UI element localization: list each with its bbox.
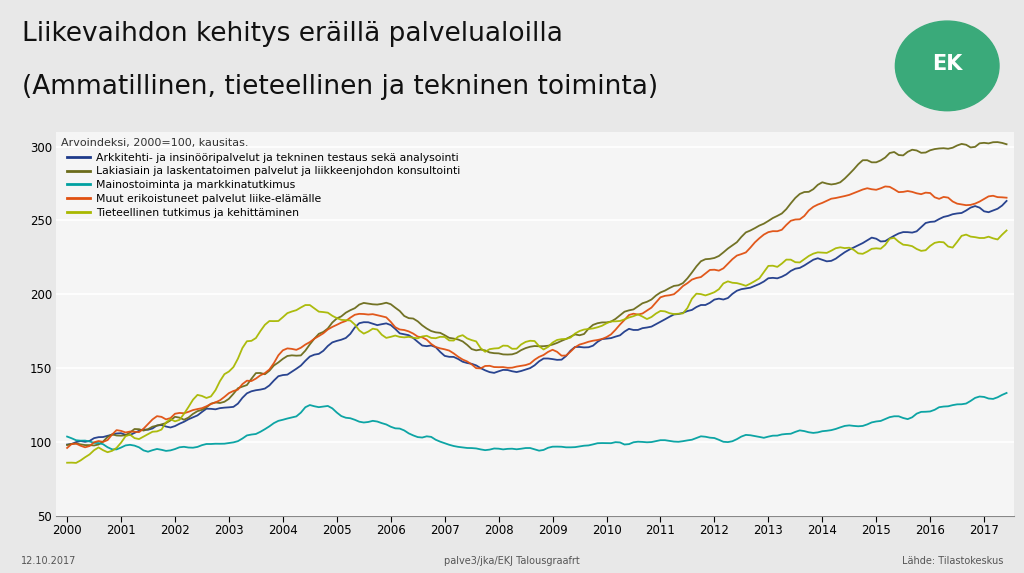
Legend: Arkkitehti- ja insinööripalvelut ja tekninen testaus sekä analysointi, Lakiasiai: Arkkitehti- ja insinööripalvelut ja tekn…: [67, 152, 460, 218]
Text: 12.10.2017: 12.10.2017: [20, 556, 76, 566]
Text: Arvoindeksi, 2000=100, kausitas.: Arvoindeksi, 2000=100, kausitas.: [61, 138, 249, 148]
Text: palve3/jka/EKJ Talousgraafrt: palve3/jka/EKJ Talousgraafrt: [444, 556, 580, 566]
Text: EK: EK: [932, 54, 963, 74]
Text: (Ammatillinen, tieteellinen ja tekninen toiminta): (Ammatillinen, tieteellinen ja tekninen …: [23, 74, 658, 100]
Circle shape: [895, 21, 999, 111]
Text: Liikevaihdon kehitys eräillä palvelualoilla: Liikevaihdon kehitys eräillä palvelualoi…: [23, 21, 563, 46]
Text: Lähde: Tilastokeskus: Lähde: Tilastokeskus: [902, 556, 1004, 566]
